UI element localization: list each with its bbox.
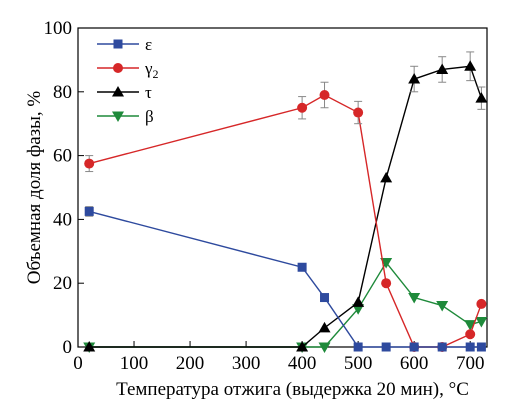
data-point: [318, 321, 331, 333]
x-tick-label: 200: [176, 353, 205, 374]
series-layer: [83, 51, 488, 353]
legend-marker: [113, 39, 123, 49]
legend-item: β: [97, 107, 154, 126]
y-tick-label: 80: [53, 82, 72, 103]
series-3-line: [89, 261, 482, 348]
y-tick-label: 100: [44, 18, 73, 39]
data-point: [380, 257, 393, 269]
series-0-line: [89, 210, 482, 348]
data-point: [380, 171, 393, 183]
legend-label: τ: [145, 83, 152, 102]
x-tick-label: 600: [400, 353, 429, 374]
data-point: [465, 329, 476, 340]
y-tick-label: 20: [53, 273, 72, 294]
data-point: [297, 262, 307, 272]
series-1-line: [89, 94, 483, 348]
y-tick-label: 60: [53, 146, 72, 167]
data-point: [353, 342, 363, 352]
legend-label: γ2: [144, 59, 159, 81]
axes: 0 100 200 300 400 500 600 700 0 20 40 60 80 100: [44, 18, 488, 374]
legend-label: ε: [145, 35, 152, 54]
data-point: [352, 296, 365, 307]
data-point: [296, 341, 309, 352]
x-axis-label: Температура отжига (выдержка 20 мин), °C: [116, 379, 469, 400]
data-point: [83, 341, 96, 352]
data-point: [475, 92, 488, 103]
legend-marker: [112, 111, 124, 122]
legend-item: τ: [97, 83, 152, 102]
x-tick-label: 100: [120, 353, 149, 374]
data-point: [436, 301, 449, 312]
data-point: [84, 158, 95, 169]
data-point: [297, 102, 308, 113]
data-point: [353, 107, 364, 118]
data-point: [475, 316, 488, 328]
data-point: [436, 63, 449, 74]
legend-item: ε: [97, 35, 152, 54]
data-point: [476, 298, 487, 309]
data-point: [437, 342, 447, 352]
x-tick-label: 0: [73, 353, 83, 374]
x-tick-label: 400: [288, 353, 317, 374]
legend-label: β: [145, 107, 154, 126]
data-point: [318, 342, 331, 353]
data-point: [464, 60, 477, 71]
data-point: [319, 89, 330, 100]
legend-item: γ2: [97, 59, 159, 81]
legend-marker: [112, 86, 124, 97]
data-point: [465, 342, 475, 352]
x-tick-label: 700: [456, 353, 485, 374]
data-point: [476, 342, 486, 352]
x-tick-label: 500: [344, 353, 373, 374]
data-point: [84, 206, 94, 216]
data-point: [320, 293, 330, 303]
data-point: [381, 342, 391, 352]
legend: ε γ2 τβ: [97, 35, 159, 126]
x-tick-label: 300: [232, 353, 261, 374]
data-point: [409, 342, 419, 352]
series-1: [84, 81, 487, 352]
y-tick-label: 40: [53, 209, 72, 230]
series-2: [83, 51, 488, 352]
data-point: [408, 73, 421, 84]
y-axis-label: Объемная доля фазы, %: [24, 91, 45, 285]
series-0: [84, 206, 486, 352]
data-point: [464, 320, 477, 331]
y-tick-label: 0: [63, 337, 73, 358]
data-point: [352, 304, 365, 315]
data-point: [381, 278, 392, 289]
data-point: [408, 293, 421, 304]
legend-marker: [113, 63, 123, 73]
series-3: [83, 257, 488, 353]
